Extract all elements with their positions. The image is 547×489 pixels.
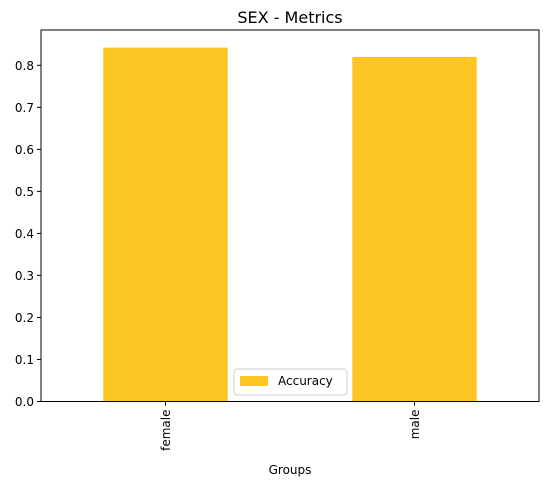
chart-title: SEX - Metrics bbox=[237, 8, 342, 27]
legend-box bbox=[233, 368, 348, 396]
x-axis: female male bbox=[159, 401, 422, 451]
y-tick-label: 0.2 bbox=[15, 311, 34, 325]
bar-female bbox=[103, 47, 228, 402]
plot-frame bbox=[40, 29, 540, 402]
x-tick-label-female: female bbox=[159, 410, 173, 451]
y-tick-label: 0.3 bbox=[15, 269, 34, 283]
y-tick-label: 0.4 bbox=[15, 227, 34, 241]
y-tick-label: 0.5 bbox=[15, 185, 34, 199]
legend-label: Accuracy bbox=[278, 374, 333, 388]
x-axis-label: Groups bbox=[269, 463, 312, 477]
y-axis: 0.0 0.1 0.2 0.3 0.4 0.5 0.6 0.7 0.8 bbox=[15, 59, 41, 409]
y-tick-label: 0.0 bbox=[15, 395, 34, 409]
legend: Accuracy bbox=[233, 368, 348, 396]
y-tick-label: 0.6 bbox=[15, 143, 34, 157]
y-tick-label: 0.7 bbox=[15, 101, 34, 115]
legend-swatch bbox=[240, 376, 268, 386]
y-tick-label: 0.1 bbox=[15, 353, 34, 367]
bar-male bbox=[352, 56, 477, 402]
bars-group bbox=[103, 47, 477, 402]
y-tick-label: 0.8 bbox=[15, 59, 34, 73]
x-tick-label-male: male bbox=[408, 410, 422, 440]
